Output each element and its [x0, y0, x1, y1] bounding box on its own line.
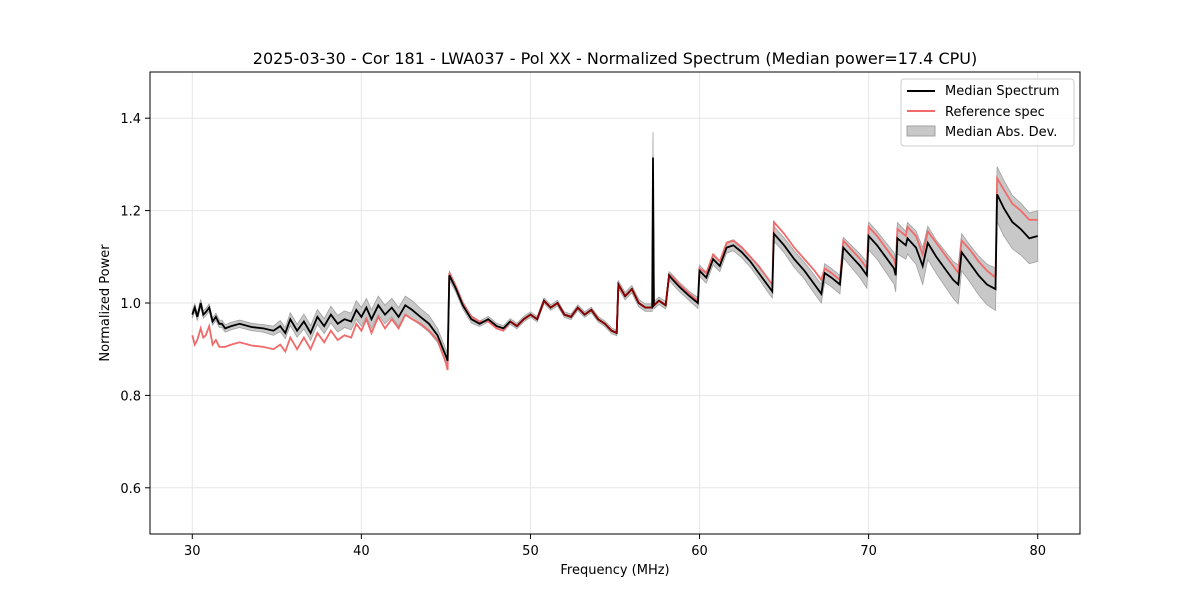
y-tick-label: 1.2 — [120, 205, 141, 220]
legend-label-median: Median Spectrum — [945, 84, 1059, 99]
plot-area — [191, 132, 1039, 371]
legend: Median Spectrum Reference spec Median Ab… — [900, 78, 1075, 147]
x-tick-label: 50 — [522, 544, 539, 559]
x-tick-label: 80 — [1029, 544, 1046, 559]
x-axis-label: Frequency (MHz) — [560, 563, 669, 578]
x-tick-label: 40 — [353, 544, 370, 559]
y-axis-label: Normalized Power — [98, 244, 113, 362]
x-tick-label: 60 — [691, 544, 708, 559]
y-tick-label: 0.6 — [120, 482, 141, 497]
legend-label-mad: Median Abs. Dev. — [945, 125, 1057, 140]
legend-label-reference: Reference spec — [945, 105, 1045, 120]
ticks: 30 40 50 60 70 80 0.6 0.8 1.0 1.2 1.4 — [120, 112, 1046, 559]
legend-box — [900, 78, 1075, 147]
legend-swatch-mad — [906, 125, 936, 137]
y-tick-label: 0.8 — [120, 389, 141, 404]
y-tick-label: 1.4 — [120, 112, 141, 127]
chart-title: 2025-03-30 - Cor 181 - LWA037 - Pol XX -… — [253, 49, 977, 68]
x-tick-label: 70 — [860, 544, 877, 559]
overlap-line — [509, 275, 670, 334]
y-tick-label: 1.0 — [120, 297, 141, 312]
x-tick-label: 30 — [184, 544, 201, 559]
